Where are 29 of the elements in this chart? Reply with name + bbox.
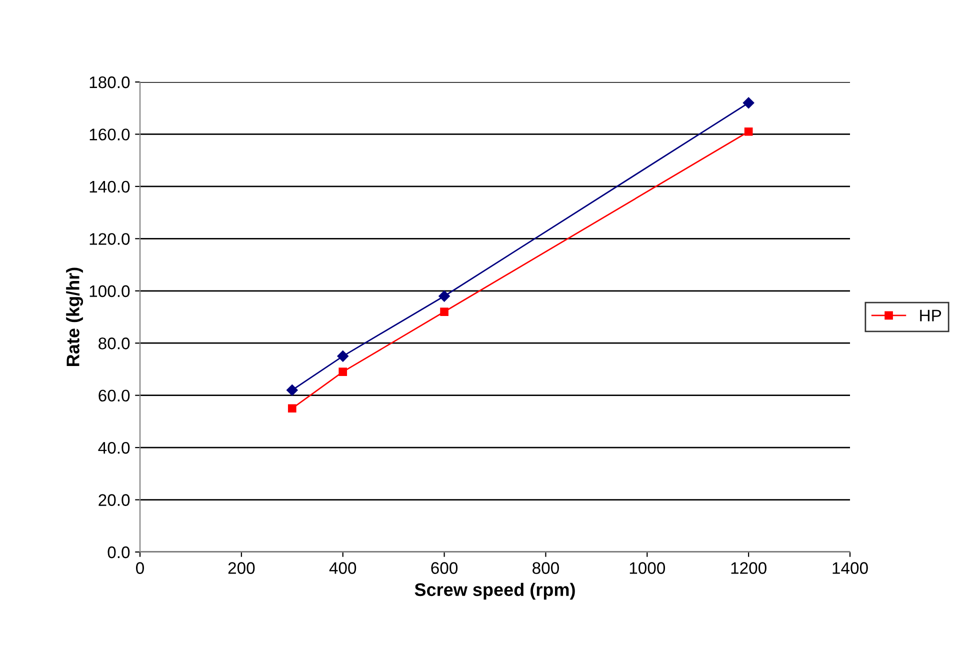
y-axis-title: Rate (kg/hr) <box>66 268 84 366</box>
y-tick-label: 60.0 <box>98 390 130 402</box>
y-tick-label: 20.0 <box>98 494 130 506</box>
point <box>742 97 754 108</box>
x-tick-label: 400 <box>329 562 356 574</box>
point <box>286 384 298 396</box>
y-tick-label: 120.0 <box>90 233 130 245</box>
point <box>338 368 348 376</box>
x-tick-label: 800 <box>532 562 559 574</box>
point <box>440 308 448 316</box>
legend-label: HP <box>920 310 942 322</box>
x-tick-label: 600 <box>431 562 458 574</box>
point <box>288 404 296 413</box>
y-tick-label: 40.0 <box>98 442 130 454</box>
x-tick-label: 0 <box>136 562 144 574</box>
y-tick-label: 160.0 <box>90 128 130 140</box>
point <box>337 350 348 362</box>
point <box>438 290 450 302</box>
y-tick-label: 140.0 <box>90 180 130 193</box>
x-tick-label: 1200 <box>731 562 766 574</box>
y-tick-label: 100.0 <box>90 285 130 298</box>
y-tick-label: 80.0 <box>98 338 130 350</box>
x-tick-label: 200 <box>228 562 255 574</box>
x-tick-label: 1000 <box>630 562 666 574</box>
point <box>744 127 753 136</box>
x-axis-title: Screw speed (rpm) <box>414 582 575 600</box>
x-tick-label: 1400 <box>832 562 868 574</box>
y-tick-label: 0.0 <box>108 546 130 558</box>
y-tick-label: 180.0 <box>90 76 130 88</box>
